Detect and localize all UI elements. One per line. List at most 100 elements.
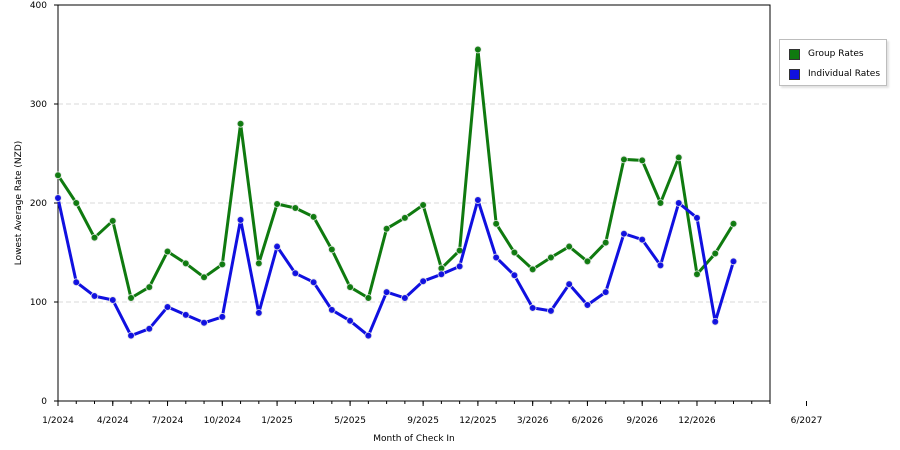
legend-item-group-rates: Group Rates [789, 47, 864, 61]
data-point-individual-rates [291, 269, 300, 278]
x-tick-label: 5/2025 [334, 416, 366, 426]
x-tick-label: 4/2024 [97, 416, 129, 426]
data-point-group-rates [528, 265, 537, 274]
data-point-individual-rates [583, 301, 592, 309]
y-tick-label-100: 100 [30, 298, 47, 308]
data-point-individual-rates [328, 306, 336, 314]
data-point-individual-rates [181, 311, 190, 319]
data-point-group-rates [328, 245, 336, 254]
series-line-group-rates [56, 48, 735, 300]
x-tick-label: 10/2024 [204, 416, 242, 426]
legend-item-individual-rates: Individual Rates [789, 67, 880, 81]
data-point-group-rates [236, 120, 245, 128]
data-point-individual-rates [90, 292, 99, 300]
legend-label-group-rates: Group Rates [808, 49, 864, 59]
x-axis-title: Month of Check In [373, 434, 455, 444]
data-point-individual-rates [620, 229, 628, 238]
data-point-group-rates [656, 199, 665, 207]
data-point-group-rates [72, 199, 81, 207]
data-point-individual-rates [565, 280, 573, 288]
y-axis-title: Lowest Average Rate (NZD) [14, 141, 24, 266]
data-point-individual-rates [200, 318, 208, 327]
data-point-individual-rates [108, 296, 117, 304]
data-point-individual-rates [638, 235, 647, 244]
data-point-individual-rates [711, 317, 720, 326]
legend-swatch-group-rates [789, 48, 800, 60]
legend-label-individual-rates: Individual Rates [808, 69, 881, 79]
data-point-group-rates [273, 200, 281, 208]
legend: Group Rates Individual Rates [779, 39, 887, 86]
data-point-individual-rates [656, 261, 665, 270]
x-tick-label: 6/2026 [572, 416, 604, 426]
data-point-group-rates [729, 219, 738, 228]
x-tick-label: 1/2024 [42, 416, 74, 426]
x-tick-label: 12/2026 [678, 416, 716, 426]
data-point-group-rates [693, 270, 701, 279]
data-point-individual-rates [528, 304, 537, 312]
x-tick-label: 3/2026 [517, 416, 549, 426]
data-point-group-rates [255, 259, 263, 268]
data-point-group-rates [638, 156, 647, 165]
y-tick-label-400: 400 [30, 1, 47, 11]
x-tick-label: 7/2024 [152, 416, 184, 426]
data-point-group-rates [711, 249, 720, 258]
data-point-individual-rates [255, 309, 263, 317]
data-point-individual-rates [346, 317, 354, 325]
data-point-individual-rates [54, 194, 62, 202]
x-tick-label: 1/2025 [261, 416, 293, 426]
data-point-individual-rates [163, 303, 172, 311]
data-point-group-rates [127, 294, 135, 302]
data-point-individual-rates [601, 288, 610, 296]
data-point-individual-rates [401, 294, 409, 302]
data-point-group-rates [492, 219, 500, 228]
data-point-individual-rates [547, 307, 555, 315]
data-point-group-rates [620, 155, 628, 164]
data-point-individual-rates [364, 331, 373, 340]
data-point-group-rates [108, 217, 117, 225]
data-point-individual-rates [674, 199, 683, 207]
data-point-group-rates [218, 260, 227, 269]
x-tick-label: 6/2027 [791, 416, 823, 426]
data-point-group-rates [510, 248, 519, 257]
y-tick-label-200: 200 [30, 199, 47, 209]
data-point-individual-rates [474, 196, 482, 204]
legend-swatch-individual-rates [789, 68, 800, 80]
data-point-group-rates [401, 214, 409, 222]
data-point-individual-rates [419, 277, 427, 286]
data-point-individual-rates [510, 271, 519, 280]
data-point-individual-rates [145, 324, 154, 333]
y-tick-label-300: 300 [30, 100, 47, 110]
data-point-group-rates [419, 201, 427, 209]
data-point-individual-rates [492, 253, 500, 262]
y-tick-label-0: 0 [41, 397, 47, 407]
data-point-group-rates [163, 247, 172, 256]
data-point-individual-rates [309, 278, 318, 287]
data-point-individual-rates [729, 257, 738, 266]
data-point-individual-rates [218, 313, 227, 321]
data-point-group-rates [382, 224, 391, 233]
data-point-group-rates [565, 242, 573, 251]
data-point-group-rates [90, 233, 99, 242]
data-point-group-rates [601, 238, 610, 247]
data-point-group-rates [364, 294, 373, 302]
data-point-individual-rates [72, 278, 81, 287]
data-point-individual-rates [127, 331, 135, 340]
data-point-group-rates [291, 204, 300, 212]
data-point-group-rates [474, 45, 482, 54]
data-point-group-rates [547, 253, 555, 262]
x-tick-label: 12/2025 [459, 416, 496, 426]
data-point-individual-rates [455, 262, 464, 271]
data-point-individual-rates [382, 288, 391, 296]
data-point-individual-rates [273, 242, 281, 251]
data-point-group-rates [200, 273, 208, 282]
data-point-group-rates [145, 283, 154, 291]
data-point-individual-rates [693, 214, 701, 222]
data-point-individual-rates [236, 216, 245, 224]
data-point-group-rates [583, 257, 592, 266]
data-point-group-rates [309, 213, 318, 221]
data-point-individual-rates [437, 270, 446, 279]
x-tick-label: 9/2026 [626, 416, 658, 426]
data-point-group-rates [674, 153, 683, 162]
